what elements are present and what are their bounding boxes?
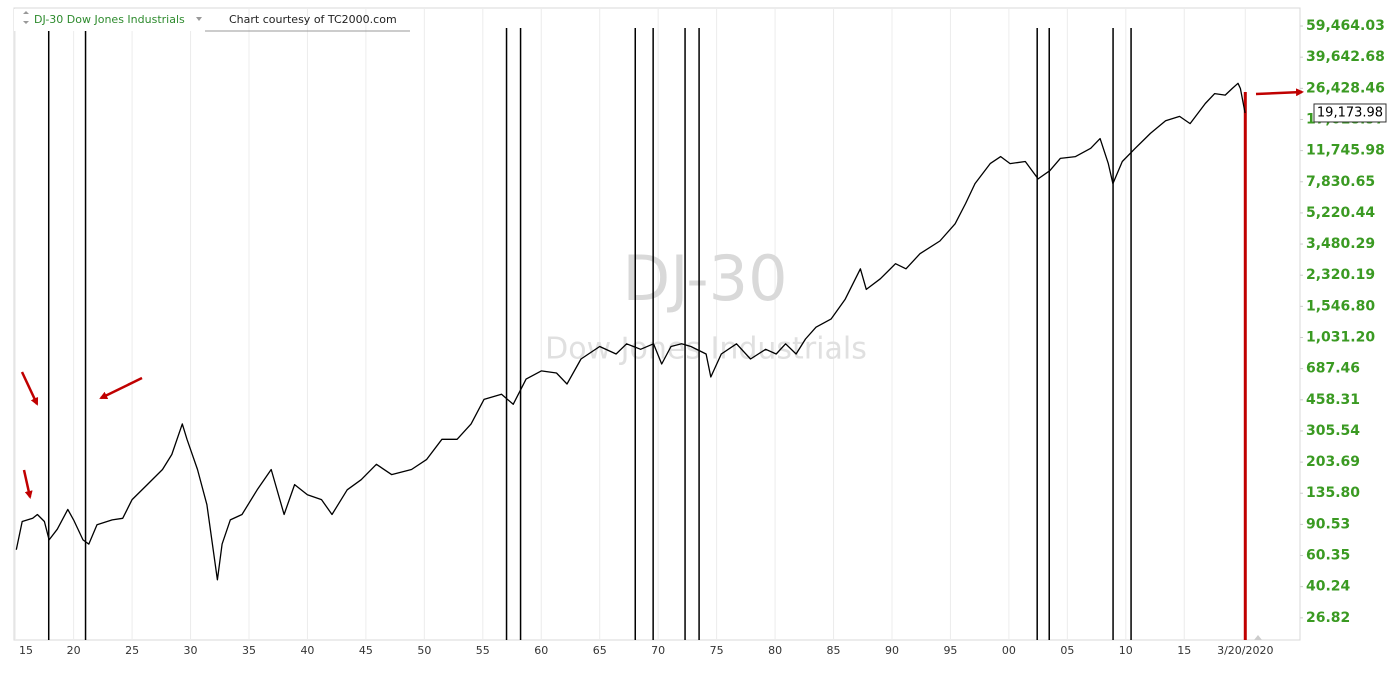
x-tick-label: 05: [1060, 644, 1074, 657]
x-tick-label: 60: [534, 644, 548, 657]
x-tick-label: 10: [1119, 644, 1133, 657]
scroll-marker[interactable]: [1254, 635, 1262, 640]
chart-title[interactable]: DJ-30 Dow Jones Industrials: [34, 13, 185, 26]
watermark-subtitle: Dow Jones Industrials: [545, 332, 867, 367]
y-axis: 59,464.0339,642.6826,428.4617,618.9711,7…: [1300, 18, 1387, 626]
y-tick-label: 203.69: [1306, 454, 1360, 470]
current-value-label: 19,173.98: [1317, 105, 1383, 120]
x-tick-label: 40: [300, 644, 314, 657]
x-tick-label: 95: [943, 644, 957, 657]
y-tick-label: 135.80: [1306, 485, 1360, 501]
y-tick-label: 305.54: [1306, 423, 1360, 439]
y-tick-label: 687.46: [1306, 361, 1360, 377]
arrow: [22, 469, 33, 499]
watermark: DJ-30: [622, 242, 787, 315]
x-tick-label: 00: [1002, 644, 1016, 657]
x-tick-label: 20: [67, 644, 81, 657]
price-line: [15, 82, 1246, 581]
arrow: [1255, 88, 1304, 97]
y-tick-label: 39,642.68: [1306, 49, 1385, 65]
y-tick-label: 59,464.03: [1306, 18, 1385, 34]
x-tick-label: 75: [710, 644, 724, 657]
y-tick-label: 7,830.65: [1306, 174, 1375, 190]
y-tick-label: 2,320.19: [1306, 267, 1375, 283]
x-tick-label: 80: [768, 644, 782, 657]
arrow: [99, 376, 143, 400]
y-tick-label: 1,031.20: [1306, 330, 1375, 346]
x-tick-label: 15: [19, 644, 33, 657]
x-tick-label: 90: [885, 644, 899, 657]
sort-icon[interactable]: [23, 11, 29, 24]
y-tick-label: 1,546.80: [1306, 298, 1375, 314]
y-tick-label: 458.31: [1306, 392, 1360, 408]
y-tick-label: 40.24: [1306, 579, 1351, 595]
x-tick-label: 25: [125, 644, 139, 657]
vertical-lines: [47, 28, 1247, 640]
x-tick-label: 15: [1177, 644, 1191, 657]
x-tick-label: 55: [476, 644, 490, 657]
current-value-box: [1313, 103, 1387, 123]
y-tick-label: 90.53: [1306, 516, 1350, 532]
x-tick-label: 85: [827, 644, 841, 657]
chart-subtitle: Chart courtesy of TC2000.com: [229, 13, 397, 26]
header-box: [14, 9, 204, 31]
x-tick-label: 3/20/2020: [1217, 644, 1273, 657]
y-tick-label: 26.82: [1306, 610, 1350, 626]
series: [15, 82, 1246, 581]
annotation-arrows: [20, 88, 1304, 499]
x-tick-label: 70: [651, 644, 665, 657]
x-axis: 15 20 25 30 35 40 45 50 55 60 65 70 75 80 85 90 95 00 05 10…: [19, 644, 1273, 657]
y-tick-label: 5,220.44: [1306, 205, 1375, 221]
y-tick-label: 60.35: [1306, 548, 1350, 564]
x-tick-label: 30: [184, 644, 198, 657]
dropdown-icon[interactable]: [196, 17, 202, 21]
y-tick-label: 26,428.46: [1306, 80, 1385, 96]
y-tick-label: 11,745.98: [1306, 143, 1385, 159]
x-tick-label: 45: [359, 644, 373, 657]
x-tick-label: 50: [417, 644, 431, 657]
arrow: [20, 371, 39, 406]
plot-frame: [13, 7, 1301, 641]
y-tick-label: 3,480.29: [1306, 236, 1375, 252]
x-tick-label: 35: [242, 644, 256, 657]
x-tick-label: 65: [593, 644, 607, 657]
